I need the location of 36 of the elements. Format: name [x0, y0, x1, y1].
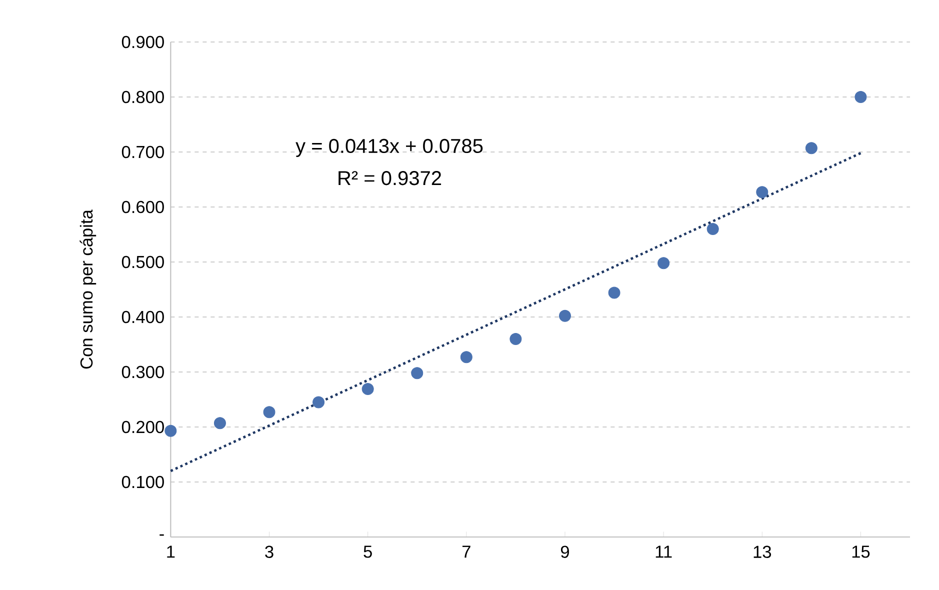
x-tick-label: 13 — [754, 546, 772, 558]
y-axis-title: Con sumo per cápita — [80, 210, 96, 369]
point — [411, 367, 424, 380]
point — [706, 223, 719, 236]
y-tick-label: 0.800 — [122, 90, 164, 104]
point — [805, 142, 818, 154]
x-tick-label: 1 — [167, 546, 175, 558]
point — [658, 257, 670, 270]
point — [214, 417, 226, 430]
point — [756, 186, 768, 198]
x-tick-label: 7 — [462, 546, 470, 558]
point — [164, 424, 177, 437]
point — [312, 396, 325, 408]
point — [558, 310, 571, 322]
point — [510, 333, 522, 346]
y-tick-label: 0.500 — [122, 256, 164, 268]
y-tick-label: 0.200 — [122, 420, 164, 434]
x-tick-label: 9 — [560, 546, 569, 558]
x-tick-label: 3 — [265, 546, 274, 558]
y-tick-label: 0.700 — [122, 146, 164, 158]
point — [608, 286, 620, 299]
x-tick-label: 5 — [364, 546, 372, 558]
y-tick-label: 0.600 — [122, 200, 164, 214]
y-tick-label: 0.400 — [122, 310, 164, 324]
annotation: R² = 0.9372 — [338, 171, 442, 186]
point — [460, 351, 472, 364]
x-tick-label: 15 — [852, 546, 870, 558]
y-tick-label: 0.900 — [122, 36, 164, 48]
y-tick-label: - — [160, 534, 164, 536]
annotation: y = 0.0413x + 0.0785 — [296, 138, 483, 157]
x-tick-label: 11 — [656, 546, 672, 558]
y-tick-label: 0.300 — [122, 366, 164, 378]
point — [263, 406, 276, 418]
y-tick-label: 0.100 — [122, 476, 164, 488]
point — [854, 91, 867, 104]
point — [362, 383, 374, 396]
